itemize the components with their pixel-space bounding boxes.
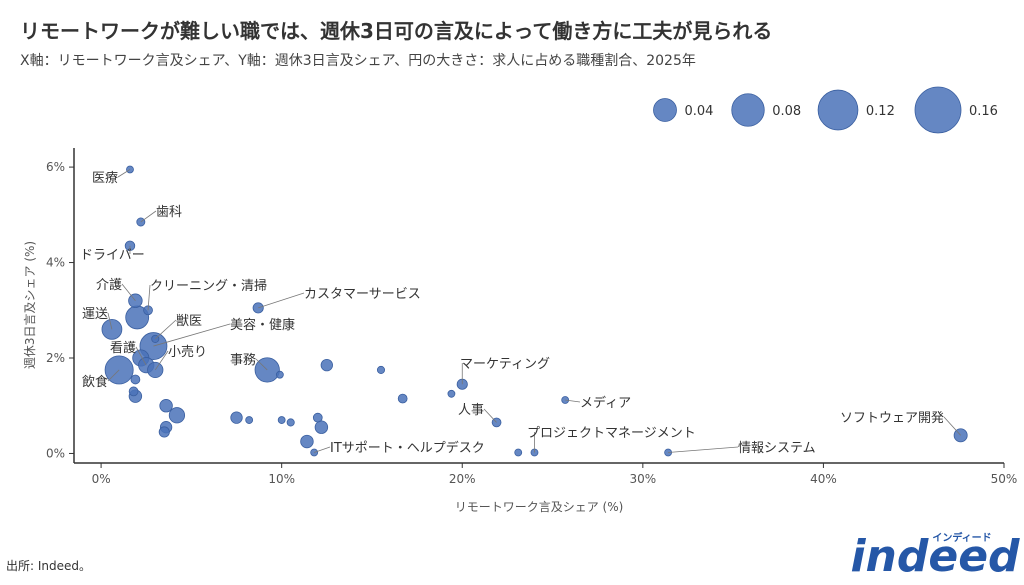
bubble-point [447, 389, 456, 398]
label-leader [154, 350, 169, 371]
y-axis-label: 週休3日言及シェア (%) [23, 241, 37, 369]
indeed-logo: インディード indeed [850, 531, 1020, 582]
label-leader [140, 210, 157, 223]
bubble-point [245, 416, 254, 424]
label-leader [107, 312, 113, 330]
y-tick-label: 2% [46, 351, 65, 365]
label-leader [255, 358, 268, 371]
point-label: クリーニング・清掃 [150, 278, 267, 294]
label-leader [117, 169, 131, 178]
label-leader [147, 284, 151, 311]
label-leader [314, 446, 331, 453]
point-label: 歯科 [156, 205, 182, 220]
point-label: ドライバー [80, 248, 145, 263]
size-legend: 0.04 0.08 0.12 0.16 [653, 86, 998, 134]
x-tick-label: 50% [991, 472, 1018, 486]
bubble-point [168, 407, 186, 424]
label-leader [135, 346, 147, 366]
bubble-point [376, 365, 386, 374]
label-leader [483, 408, 497, 423]
point-label: 小売り [168, 344, 207, 360]
point-label: メディア [580, 395, 631, 411]
y-tick-label: 0% [46, 446, 65, 460]
point-label: 人事 [458, 403, 484, 418]
legend-bubble [817, 89, 859, 131]
logo-katakana: インディード [932, 531, 991, 544]
logo-wordmark: indeed [850, 531, 1020, 582]
x-tick-label: 40% [810, 472, 837, 486]
point-label: マーケティング [460, 357, 550, 372]
axes [73, 148, 1004, 464]
point-label: ソフトウェア開発 [840, 411, 944, 426]
bubble-point [159, 399, 173, 413]
point-label: 情報システム [738, 441, 816, 456]
legend-bubble [914, 86, 962, 134]
label-leader [121, 283, 136, 301]
bubble-point [230, 411, 243, 424]
label-leader [154, 319, 177, 340]
label-leader [258, 292, 305, 309]
legend-label: 0.08 [772, 104, 801, 119]
point-label: 美容・健康 [230, 317, 295, 333]
point-label: 医療 [92, 171, 118, 186]
bubble-point [286, 418, 295, 427]
bubble-point [130, 374, 141, 385]
point-label: ITサポート・ヘルプデスク [330, 440, 485, 456]
bubble-point [314, 420, 329, 434]
label-leader [107, 369, 120, 382]
point-label: カスタマーサービス [304, 287, 421, 302]
x-tick-label: 10% [268, 472, 295, 486]
point-label: 事務 [230, 353, 256, 368]
x-tick-label: 30% [629, 472, 656, 486]
source-note: 出所: Indeed。 [6, 559, 91, 573]
y-tick-label: 6% [46, 160, 65, 174]
bubbles [101, 165, 968, 457]
point-label: 獣医 [176, 314, 202, 329]
point-label: 看護 [110, 340, 136, 356]
bubble-point [158, 426, 170, 438]
chart-subtitle: X軸：リモートワーク言及シェア、Y軸：週休3日言及シェア、円の大きさ：求人に占め… [20, 52, 696, 69]
label-leader [565, 399, 581, 403]
label-leader [153, 323, 231, 347]
legend-label: 0.04 [685, 104, 714, 119]
point-label: 介護 [96, 277, 122, 293]
point-label: 飲食 [82, 374, 108, 390]
bubble-point [128, 386, 139, 397]
bubble-point [320, 359, 333, 372]
bubble-point [397, 393, 408, 404]
bubble-point [514, 448, 523, 457]
bubble-point [300, 434, 314, 449]
legend-label: 0.12 [866, 104, 895, 119]
bubble-point [312, 412, 323, 423]
label-leader [668, 446, 739, 453]
legend-label: 0.16 [969, 104, 998, 119]
x-tick-labels: 0% 10% 20% 30% 40% 50% [92, 463, 1018, 486]
point-label: 運送 [82, 307, 108, 322]
x-axis-label: リモートワーク言及シェア (%) [455, 500, 624, 514]
y-tick-label: 4% [46, 256, 65, 270]
y-tick-labels: 0% 2% 4% 6% [46, 160, 74, 460]
chart-title: リモートワークが難しい職では、週休3日可の言及によって働き方に工夫が見られる [20, 19, 772, 43]
label-leader [943, 416, 961, 436]
legend-bubble [731, 93, 765, 127]
legend-bubble [653, 98, 677, 122]
point-label: プロジェクトマネージメント [527, 426, 696, 441]
bubble-point [275, 370, 284, 379]
bubble-point [277, 416, 286, 424]
x-tick-label: 20% [449, 472, 476, 486]
x-tick-label: 0% [92, 472, 111, 486]
